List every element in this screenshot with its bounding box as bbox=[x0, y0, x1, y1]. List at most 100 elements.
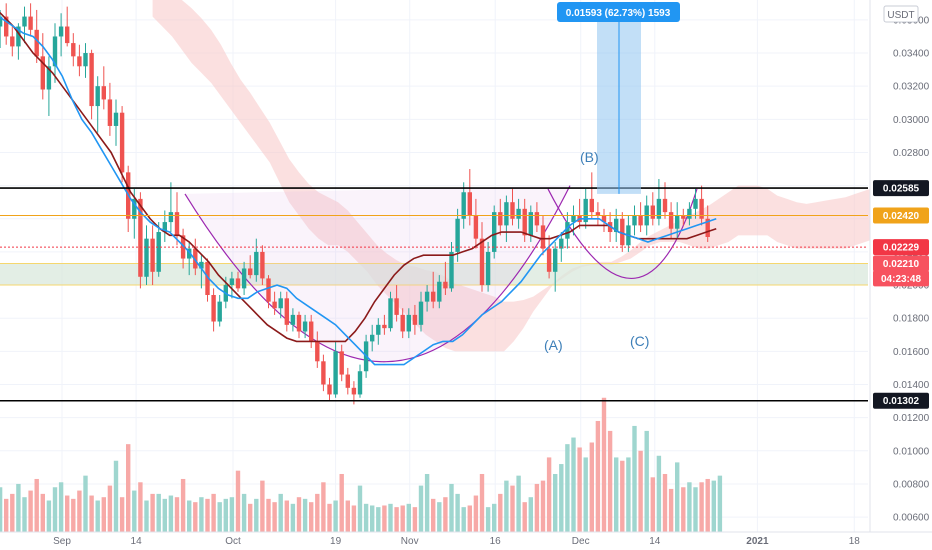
candle-body bbox=[589, 198, 594, 213]
volume-bar bbox=[607, 430, 613, 532]
volume-bar bbox=[394, 507, 399, 532]
candle-body bbox=[290, 314, 296, 325]
candle-body bbox=[89, 53, 94, 107]
candle-body bbox=[0, 16, 3, 27]
time-tick-label: Dec bbox=[572, 536, 590, 547]
price-tag-label: 04:23:48 bbox=[881, 274, 921, 285]
volume-bar bbox=[339, 473, 344, 532]
candle-body bbox=[132, 198, 137, 219]
candle-body bbox=[22, 16, 27, 27]
volume-bar bbox=[467, 505, 472, 532]
volume-bar bbox=[553, 473, 558, 532]
volume-bar bbox=[58, 482, 64, 532]
candle-body bbox=[339, 351, 344, 375]
candle-body bbox=[394, 298, 399, 315]
candle-body bbox=[278, 298, 283, 309]
volume-bar bbox=[522, 502, 527, 532]
candle-body bbox=[95, 86, 100, 107]
candle-body bbox=[10, 36, 15, 47]
volume-bar bbox=[632, 425, 637, 532]
candle-body bbox=[144, 238, 149, 277]
candle-body bbox=[510, 202, 515, 219]
volume-bar bbox=[144, 500, 149, 532]
volume-bar bbox=[309, 502, 314, 532]
price-tick-label: 0.00600 bbox=[893, 513, 930, 524]
volume-bar bbox=[406, 503, 411, 532]
time-tick-label: 19 bbox=[330, 536, 342, 547]
candle-body bbox=[205, 261, 210, 296]
candle-body bbox=[302, 321, 308, 332]
price-tag-box bbox=[873, 255, 929, 272]
volume-bar bbox=[235, 470, 241, 532]
volume-bar bbox=[668, 488, 674, 532]
price-range-measure[interactable]: 0.01593 (62.73%) 1593 bbox=[557, 2, 680, 194]
price-tick-label: 0.03400 bbox=[893, 49, 930, 60]
volume-bar bbox=[241, 493, 247, 532]
candle-body bbox=[467, 192, 472, 216]
candle-body bbox=[235, 278, 241, 289]
time-tick-label: Oct bbox=[225, 536, 241, 547]
candle-body bbox=[437, 281, 442, 302]
volume-bar bbox=[138, 482, 143, 532]
price-tag-label: 0.02585 bbox=[883, 184, 920, 195]
candle-body bbox=[150, 238, 155, 272]
volume-bar bbox=[40, 493, 45, 532]
candle-body bbox=[406, 314, 411, 332]
candle-body bbox=[187, 248, 192, 259]
candle-body bbox=[351, 387, 357, 395]
volume-bar bbox=[266, 498, 271, 532]
volume-bar bbox=[254, 498, 259, 532]
candle-body bbox=[107, 99, 113, 126]
volume-bar bbox=[65, 495, 70, 532]
volume-bar bbox=[272, 502, 277, 532]
volume-bar bbox=[345, 500, 350, 532]
volume-bar bbox=[699, 482, 704, 532]
price-tag-box bbox=[873, 180, 929, 197]
volume-bar bbox=[52, 487, 58, 532]
volume-bar bbox=[290, 503, 296, 532]
candle-body bbox=[370, 334, 375, 342]
candle-body bbox=[656, 198, 662, 219]
volume-bar bbox=[351, 505, 357, 532]
volume-bar bbox=[461, 507, 466, 532]
candle-body bbox=[614, 218, 619, 233]
price-tick-label: 0.01400 bbox=[893, 380, 930, 391]
price-tick-label: 0.02800 bbox=[893, 148, 930, 159]
candle-body bbox=[601, 215, 607, 223]
candle-body bbox=[345, 374, 350, 388]
volume-bar bbox=[16, 483, 21, 532]
time-axis-panel[interactable] bbox=[0, 532, 932, 550]
volume-bar bbox=[693, 487, 698, 532]
candle-body bbox=[315, 341, 320, 362]
candle-body bbox=[65, 26, 70, 44]
candle-body bbox=[498, 212, 503, 226]
volume-bar bbox=[687, 482, 692, 532]
candle-body bbox=[687, 208, 692, 219]
volume-bar bbox=[717, 475, 723, 532]
currency-badge-box bbox=[883, 5, 919, 23]
handle-arc[interactable] bbox=[547, 188, 698, 280]
volume-bar bbox=[656, 455, 662, 532]
candle-body bbox=[388, 298, 393, 329]
volume-bar bbox=[662, 473, 668, 532]
candle-body bbox=[412, 314, 418, 325]
measure-label: 0.01593 (62.73%) 1593 bbox=[566, 8, 671, 19]
support-zone-band bbox=[0, 263, 868, 286]
volume-bar bbox=[0, 487, 3, 532]
kijun-sen-line bbox=[0, 11, 717, 343]
horizontal-levels[interactable] bbox=[0, 187, 868, 402]
volume-bar bbox=[126, 444, 131, 532]
candle-body bbox=[431, 291, 436, 302]
price-tag-label: 0.01302 bbox=[883, 396, 920, 407]
volume-bar bbox=[583, 457, 588, 532]
candle-body bbox=[333, 351, 338, 395]
candle-body bbox=[174, 212, 180, 236]
candle-body bbox=[83, 53, 88, 67]
volume-bar bbox=[89, 495, 94, 532]
volume-bar bbox=[10, 493, 15, 532]
price-tick-label: 0.01000 bbox=[893, 446, 930, 457]
currency-badge[interactable]: USDT bbox=[883, 5, 919, 23]
candle-body bbox=[113, 112, 119, 126]
candle-body bbox=[492, 212, 497, 252]
